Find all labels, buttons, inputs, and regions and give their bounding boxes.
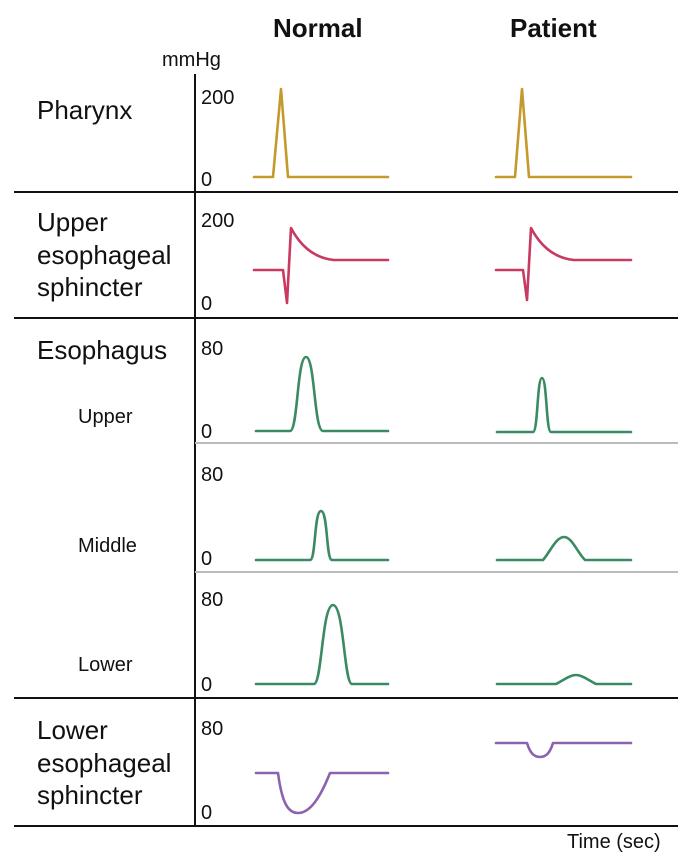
sub-label-lower: Lower [78,654,133,676]
row-label-les: Lower esophageal sphincter [37,714,171,812]
tick-middle-bottom: 0 [201,548,213,570]
trace-pharynx-normal [252,87,390,179]
trace-les-normal [254,771,390,815]
tick-upper-top: 80 [201,338,224,360]
trace-les-patient [494,741,633,759]
trace-ues-patient [494,226,633,302]
tick-pharynx-bottom: 0 [201,169,213,191]
trace-esophagus-middle-patient [495,535,633,562]
row-label-les-line-3: sphincter [37,780,143,810]
tick-les-bottom: 0 [201,802,213,824]
unit-label: mmHg [162,49,221,71]
tick-middle-top: 80 [201,464,224,486]
tick-lower-top: 80 [201,589,224,611]
row-label-ues: Upper esophageal sphincter [37,206,171,304]
row-label-ues-line-2: esophageal [37,239,172,270]
trace-esophagus-lower-normal [254,603,390,686]
sub-label-middle: Middle [78,535,137,557]
time-axis-label: Time (sec) [567,831,661,853]
tick-upper-bottom: 0 [201,421,213,443]
row-label-esophagus: Esophagus [37,335,168,365]
trace-esophagus-lower-patient [495,673,633,686]
tick-ues-top: 200 [201,210,235,232]
row-label-pharynx: Pharynx [37,95,133,125]
row-label-ues-line-3: sphincter [37,272,143,302]
column-header-normal: Normal [273,13,363,43]
trace-ues-normal [252,226,390,305]
tick-lower-bottom: 0 [201,674,213,696]
row-label-ues-line-1: Upper [37,207,108,237]
row-label-les-line-2: esophageal [37,747,172,778]
trace-esophagus-upper-normal [254,355,390,433]
tick-pharynx-top: 200 [201,87,235,109]
trace-pharynx-patient [494,87,633,179]
column-header-patient: Patient [510,13,597,43]
trace-esophagus-middle-normal [254,509,390,562]
sub-label-upper: Upper [78,406,133,428]
tick-les-top: 80 [201,718,224,740]
tick-ues-bottom: 0 [201,293,213,315]
trace-esophagus-upper-patient [495,376,633,434]
row-label-les-line-1: Lower [37,715,108,745]
